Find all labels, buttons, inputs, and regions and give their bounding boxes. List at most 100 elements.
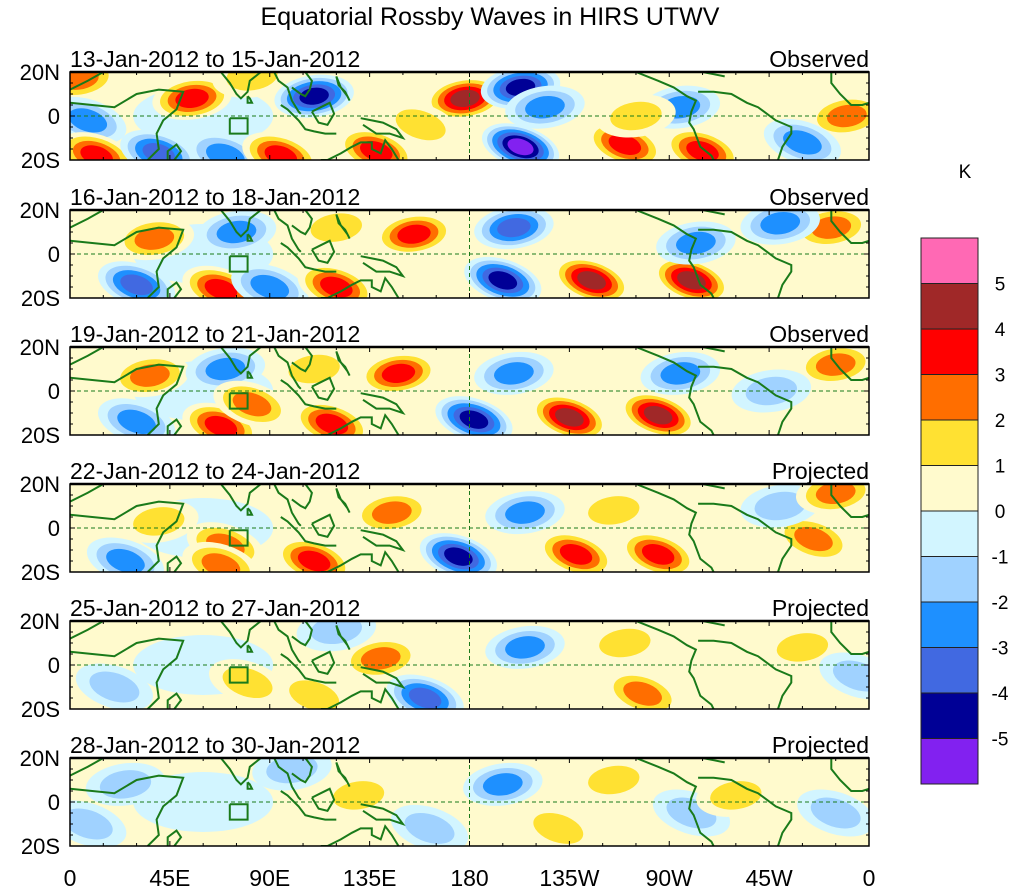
anomaly-contour — [497, 217, 531, 238]
anomaly-contour — [360, 647, 401, 670]
coastline — [273, 210, 302, 253]
anomaly-contour — [297, 550, 331, 572]
anomaly-contour — [450, 89, 480, 107]
colorbar-swatch — [920, 419, 979, 466]
panel-date-range: 22-Jan-2012 to 24-Jan-2012 — [70, 458, 360, 484]
coastline — [360, 117, 406, 140]
coastline — [291, 621, 313, 647]
coastline — [635, 347, 715, 435]
coastline — [246, 781, 254, 790]
coastline — [698, 502, 793, 572]
panel-status-label: Observed — [769, 184, 869, 210]
y-tick-label: 20S — [21, 697, 60, 722]
anomaly-contour — [120, 274, 153, 296]
coastline — [698, 776, 793, 846]
anomaly-contour — [133, 507, 185, 536]
coastline — [280, 104, 337, 135]
panel-date-range: 16-Jan-2012 to 18-Jan-2012 — [70, 184, 360, 210]
y-tick-label: 0 — [48, 516, 60, 541]
coastline — [273, 621, 302, 664]
coastline — [335, 625, 351, 651]
x-tick-label: 135W — [539, 865, 599, 890]
anomaly-contour — [610, 101, 662, 131]
anomaly-contour — [395, 109, 446, 141]
coastline — [311, 101, 336, 126]
coastline — [220, 72, 262, 100]
y-tick-label: 0 — [48, 653, 60, 678]
coastline — [830, 758, 869, 792]
colorbar-swatch — [920, 328, 979, 375]
y-tick-label: 20S — [21, 286, 60, 311]
coastline — [320, 413, 400, 435]
coastline — [291, 210, 313, 236]
coastlines — [70, 484, 869, 572]
figure-title: Equatorial Rossby Waves in HIRS UTWV — [261, 3, 720, 31]
coastline — [166, 692, 183, 709]
anomaly-contour — [444, 547, 473, 566]
anomaly-contour — [505, 501, 545, 524]
coastline — [311, 787, 336, 812]
region-box — [228, 392, 249, 410]
coastline — [70, 226, 185, 298]
colorbar-label: 5 — [995, 275, 1006, 296]
colorbar-label: -2 — [992, 593, 1009, 614]
coastline — [291, 347, 313, 373]
colorbar-label: 0 — [995, 502, 1006, 523]
coastline — [70, 88, 185, 160]
panel-status-label: Projected — [772, 732, 869, 758]
coastline — [320, 276, 400, 298]
anomaly-contour — [288, 354, 340, 384]
coastline — [70, 484, 104, 503]
map-panel: 28-Jan-2012 to 30-Jan-2012 Projected 20N 0 2… — [20, 732, 870, 859]
anomaly-contour — [320, 276, 353, 298]
anomaly-contour — [204, 278, 238, 298]
anomaly-contour — [754, 491, 806, 521]
colorbar-swatch — [920, 601, 979, 648]
anomaly-contour — [488, 271, 518, 290]
coastline — [311, 376, 336, 401]
coastline — [635, 484, 715, 572]
anomaly-contour — [677, 271, 706, 290]
coastline — [70, 347, 104, 366]
anomaly-contour — [641, 544, 675, 565]
coastlines — [70, 758, 869, 846]
panel-status-label: Projected — [772, 458, 869, 484]
y-tick-label: 0 — [48, 790, 60, 815]
anomaly-contour — [89, 671, 140, 703]
coastline — [360, 803, 406, 826]
coastline — [246, 233, 254, 242]
y-tick-label: 20N — [20, 60, 60, 85]
coastline — [635, 758, 715, 846]
coastline — [635, 72, 715, 160]
coastline — [220, 621, 262, 649]
panel-date-range: 28-Jan-2012 to 30-Jan-2012 — [70, 732, 360, 758]
coastline — [273, 347, 302, 390]
x-tick-label: 45W — [745, 865, 793, 890]
panel-date-range: 13-Jan-2012 to 15-Jan-2012 — [70, 46, 360, 72]
y-tick-label: 20N — [20, 198, 60, 223]
anomaly-contour — [206, 143, 245, 160]
coastlines — [70, 72, 869, 160]
coastline — [70, 774, 185, 846]
anomaly-contour — [660, 362, 701, 385]
x-tick-label: 90W — [646, 865, 694, 890]
coastline — [360, 529, 406, 552]
y-tick-label: 20S — [21, 560, 60, 585]
coastline — [335, 214, 351, 240]
anomaly-contour — [175, 88, 209, 109]
anomaly-contour — [266, 758, 318, 784]
coastline — [635, 210, 715, 298]
coastline — [335, 488, 351, 514]
coastline — [635, 621, 715, 709]
coastline — [166, 829, 183, 846]
y-tick-label: 20N — [20, 472, 60, 497]
coastline — [698, 228, 793, 298]
anomaly-contour — [507, 138, 534, 156]
y-tick-label: 20N — [20, 609, 60, 634]
coastline — [698, 90, 793, 160]
coastline — [320, 550, 400, 572]
coastline — [830, 484, 869, 518]
anomaly-contour — [299, 87, 329, 105]
y-tick-label: 20N — [20, 746, 60, 771]
colorbar-label: -3 — [992, 639, 1009, 660]
